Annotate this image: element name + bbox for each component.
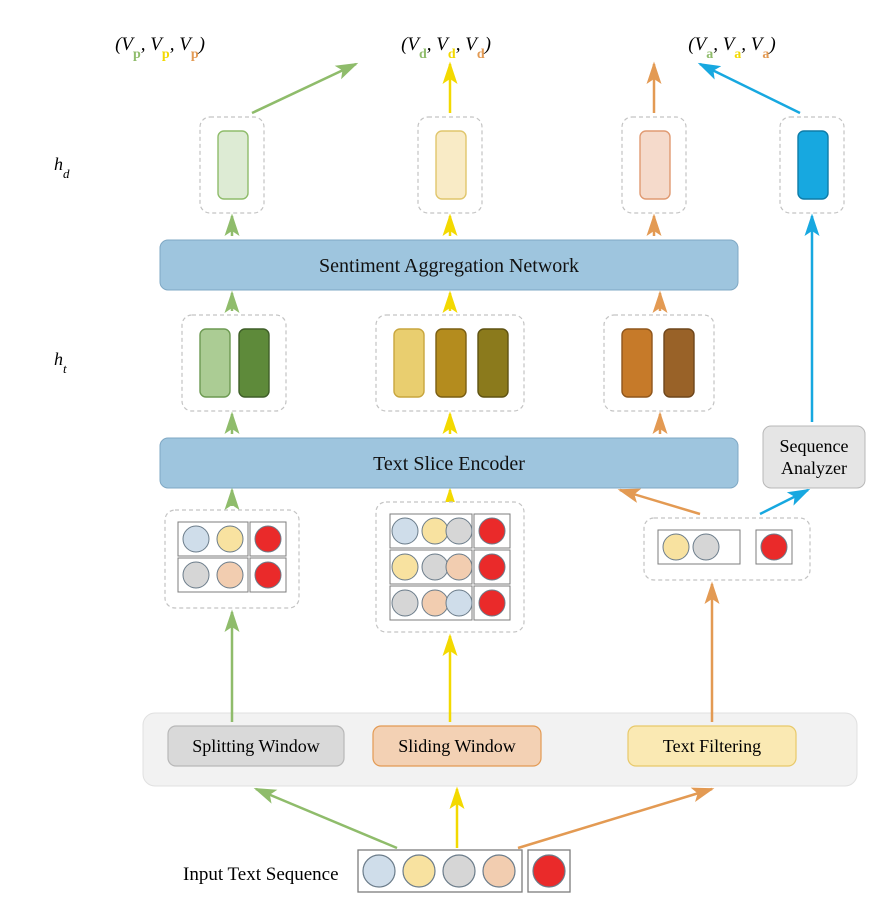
input-token (483, 855, 515, 887)
encoder-label: Text Slice Encoder (373, 453, 525, 475)
ht-bar (239, 329, 269, 397)
token-circle (446, 554, 472, 580)
method-label: Splitting Window (192, 736, 319, 756)
method-label: Sliding Window (398, 736, 515, 756)
hd-bar (218, 131, 248, 199)
input-label: Input Text Sequence (183, 864, 339, 885)
token-circle (479, 590, 505, 616)
token-circle (217, 562, 243, 588)
token-circle (663, 534, 689, 560)
token-circle (255, 562, 281, 588)
ht-bar (622, 329, 652, 397)
hd-bar (798, 131, 828, 199)
token-circle (183, 526, 209, 552)
token-circle (183, 562, 209, 588)
token-circle (255, 526, 281, 552)
token-circle (392, 554, 418, 580)
hd-bar (640, 131, 670, 199)
token-circle (217, 526, 243, 552)
input-token (533, 855, 565, 887)
token-circle (392, 590, 418, 616)
token-circle (446, 590, 472, 616)
token-circle (422, 554, 448, 580)
input-token (443, 855, 475, 887)
token-circle (761, 534, 787, 560)
token-circle (693, 534, 719, 560)
token-circle (422, 518, 448, 544)
method-label: Text Filtering (663, 736, 761, 756)
ht-bar (664, 329, 694, 397)
hd-bar (436, 131, 466, 199)
analyzer-label: Analyzer (781, 458, 847, 478)
token-circle (446, 518, 472, 544)
token-circle (479, 518, 505, 544)
ht-bar (478, 329, 508, 397)
ht-bar (200, 329, 230, 397)
sentiment-label: Sentiment Aggregation Network (319, 255, 579, 277)
token-circle (479, 554, 505, 580)
ht-dashbox (604, 315, 714, 411)
ht-dashbox (182, 315, 286, 411)
token-circle (422, 590, 448, 616)
token-circle (392, 518, 418, 544)
input-token (363, 855, 395, 887)
ht-bar (394, 329, 424, 397)
analyzer-label: Sequence (780, 436, 849, 456)
ht-bar (436, 329, 466, 397)
input-token (403, 855, 435, 887)
